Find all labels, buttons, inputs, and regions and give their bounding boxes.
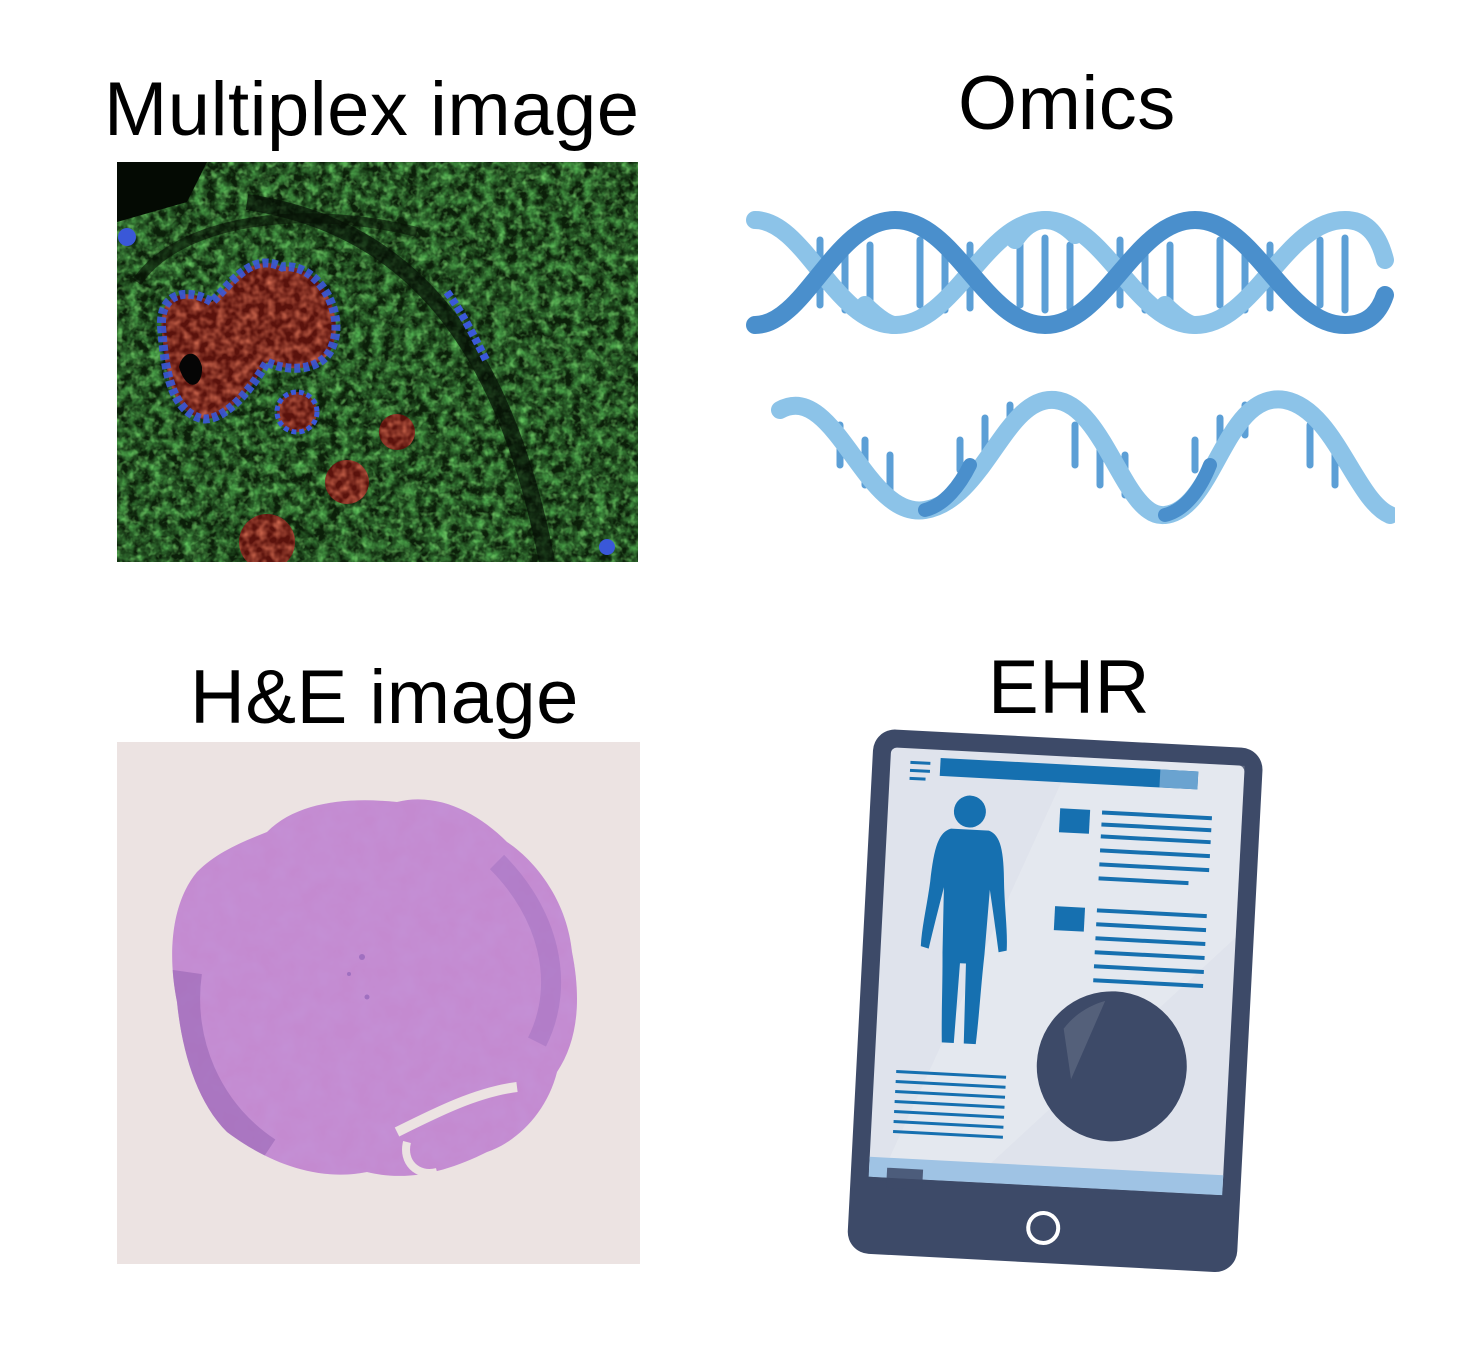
he-image-graphic <box>117 742 640 1264</box>
ehr-title: EHR <box>988 645 1150 730</box>
dna-helix-graphic <box>746 210 1395 524</box>
ehr-tablet-graphic <box>847 729 1263 1272</box>
he-stained-tissue-image <box>117 742 640 1264</box>
he-image-title: H&E image <box>190 655 579 740</box>
tablet-health-record-icon <box>830 728 1270 1278</box>
multiplex-image-title: Multiplex image <box>104 67 640 152</box>
omics-title: Omics <box>958 61 1176 146</box>
multiplex-fluorescence-image <box>117 162 638 562</box>
dna-double-helix-icon <box>745 200 1395 540</box>
multiplex-image-graphic <box>117 162 638 562</box>
